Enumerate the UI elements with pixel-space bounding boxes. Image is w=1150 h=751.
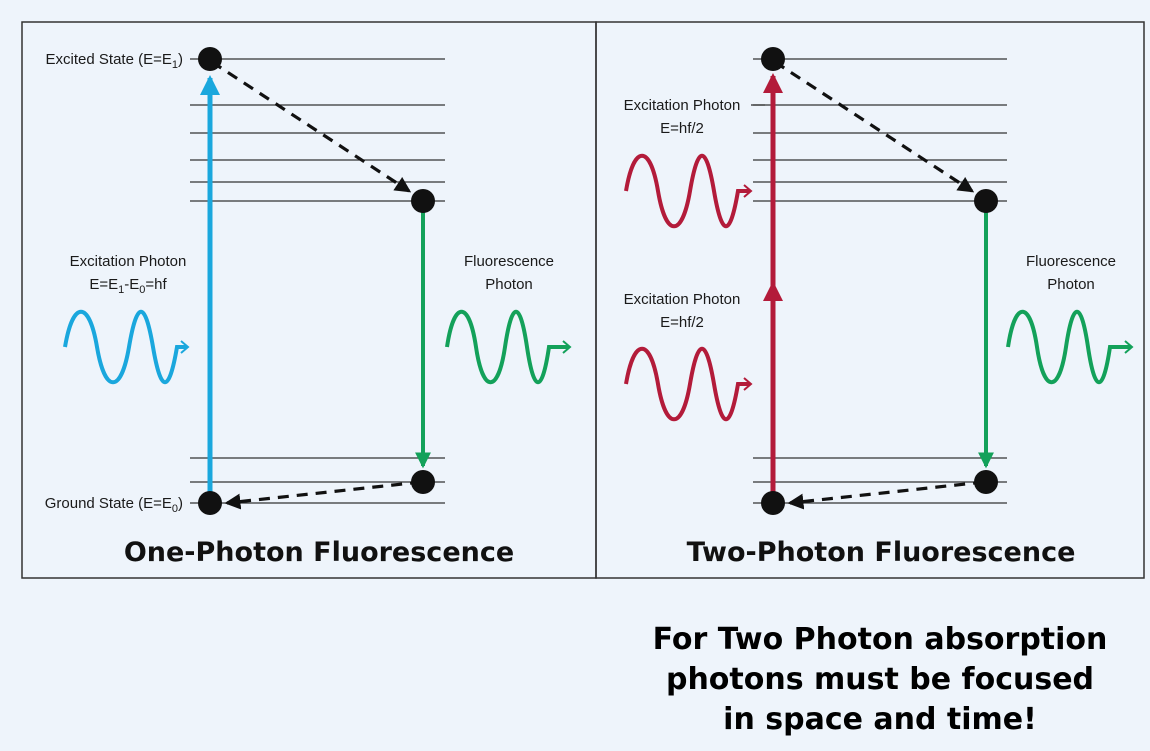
fluorescence-photon-label: Photon xyxy=(1047,276,1095,293)
wave-arrowhead xyxy=(562,340,572,354)
fluorescence-photon-label: Photon xyxy=(485,276,533,293)
two-photon-panel-border xyxy=(595,21,1145,579)
electron-dot xyxy=(411,470,435,494)
two-photon-title: Two-Photon Fluorescence xyxy=(687,537,1076,568)
excitation-photon-wave xyxy=(624,154,750,228)
two-photon-note: For Two Photon absorption photons must b… xyxy=(600,620,1150,740)
electron-dot xyxy=(761,47,785,71)
two-photon-energy-levels xyxy=(753,58,1007,504)
fluorescence-photon-label: Fluorescence xyxy=(464,253,554,270)
one-photon-title: One-Photon Fluorescence xyxy=(124,537,514,568)
relaxation-arrow xyxy=(224,480,422,510)
excitation-photon-label: Excitation Photon xyxy=(70,253,187,270)
electron-dot xyxy=(974,189,998,213)
wave-arrowhead xyxy=(1124,340,1134,354)
excited-state-label: Excited State (E=E1) xyxy=(46,51,183,71)
electron-dot xyxy=(411,189,435,213)
fluorescence-photon-wave xyxy=(445,310,569,384)
wave-arrowhead xyxy=(743,184,753,198)
wave-arrowhead xyxy=(180,340,190,354)
excitation-photon-wave xyxy=(63,310,187,384)
note-line: in space and time! xyxy=(723,702,1037,737)
excitation-energy-label: E=hf/2 xyxy=(660,120,704,137)
electron-dot xyxy=(974,470,998,494)
one-photon-energy-levels xyxy=(190,58,445,504)
fluorescence-photon-label: Fluorescence xyxy=(1026,253,1116,270)
excitation-energy-label: E=E1-E0=hf xyxy=(89,276,167,296)
ground-state-label: Ground State (E=E0) xyxy=(45,495,183,515)
electron-dot xyxy=(761,491,785,515)
excitation-photon-label: Excitation Photon xyxy=(624,97,741,114)
fluorescence-photon-wave xyxy=(1006,310,1131,384)
excitation-energy-label: E=hf/2 xyxy=(660,314,704,331)
electron-dot xyxy=(198,47,222,71)
electron-dot xyxy=(198,491,222,515)
two-photon-panel: Excitation Photon E=hf/2 Excitation Phot… xyxy=(595,21,1145,579)
relaxation-arrow xyxy=(787,480,985,510)
fluorescence-diagram: Excited State (E=E1) Ground State (E=E0)… xyxy=(21,21,1145,579)
note-line: For Two Photon absorption xyxy=(652,622,1108,657)
note-line: photons must be focused xyxy=(665,662,1095,697)
wave-arrowhead xyxy=(743,377,753,391)
relaxation-arrow xyxy=(774,60,975,193)
excitation-photon-label: Excitation Photon xyxy=(624,291,741,308)
relaxation-arrow xyxy=(211,60,412,193)
excitation-photon-wave xyxy=(624,347,750,421)
one-photon-panel: Excited State (E=E1) Ground State (E=E0)… xyxy=(21,21,597,579)
